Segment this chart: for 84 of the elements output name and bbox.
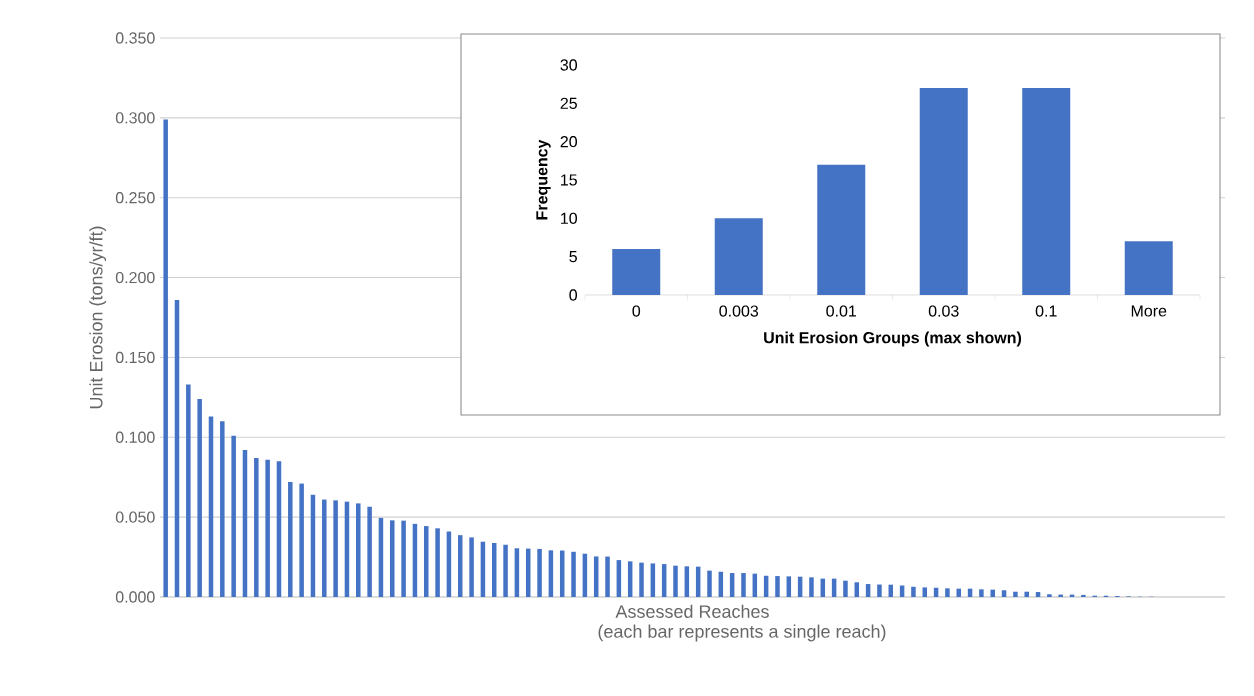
bar: [650, 563, 656, 597]
bar: [1001, 590, 1007, 597]
text: (each bar represents a single reach): [598, 624, 886, 642]
bar: [809, 577, 814, 597]
bar: [786, 576, 792, 597]
bar: [1058, 594, 1063, 597]
bar: [265, 459, 270, 597]
bar: [956, 588, 961, 597]
y-tick-label: 0.100: [115, 431, 155, 443]
bar: [1047, 594, 1052, 597]
y-axis-title: Frequency: [536, 139, 551, 220]
bar: [945, 588, 950, 597]
bar: [503, 544, 508, 597]
bar: [639, 562, 644, 597]
bar: [333, 500, 338, 597]
bar: [435, 528, 440, 597]
y-tick-label: 0.200: [115, 271, 155, 284]
bar: [548, 550, 554, 597]
y-tick-label: 5: [569, 251, 577, 263]
x-axis-title: Assessed Reaches: [615, 604, 769, 618]
bar: [922, 587, 928, 597]
y-tick-label: 0: [569, 289, 578, 301]
bar: [537, 548, 542, 597]
bar: [220, 421, 225, 597]
bar: [299, 483, 304, 597]
bar: [401, 520, 406, 597]
y-tick-label: 0.300: [115, 112, 155, 124]
bar: [612, 248, 661, 295]
bar: [865, 584, 871, 597]
bar: [593, 556, 599, 597]
bar: [254, 458, 259, 597]
y-tick-label: 0.150: [115, 351, 155, 364]
x-tick-label: 0: [632, 305, 641, 317]
y-tick-label: 0.250: [115, 192, 155, 204]
bar: [605, 556, 610, 597]
x-tick-label: 0.03: [928, 305, 959, 317]
bar: [186, 384, 191, 597]
bar: [627, 561, 633, 597]
bar: [843, 580, 848, 597]
bar: [990, 589, 995, 597]
bar: [684, 566, 690, 597]
y-tick-label: 0.000: [115, 591, 155, 603]
y-tick-label: 30: [560, 59, 578, 71]
bar: [707, 570, 712, 597]
y-tick-label: 0.350: [115, 32, 155, 44]
bar: [714, 218, 763, 295]
bar: [1022, 87, 1071, 295]
y-tick-label: 10: [561, 212, 578, 224]
bar: [673, 565, 678, 597]
bar: [919, 87, 968, 295]
x-tick-label: More: [1131, 305, 1167, 317]
bar: [367, 506, 372, 597]
bar: [741, 573, 746, 597]
bar: [469, 537, 474, 597]
y-axis-title: Unit Erosion (tons/yr/ft): [89, 226, 107, 409]
bar: [775, 576, 780, 597]
y-tick-label: 25: [560, 97, 577, 109]
bar: [197, 398, 202, 597]
bar: [877, 584, 882, 597]
bar: [231, 435, 236, 597]
bar: [854, 582, 860, 597]
x-tick-label: 0.01: [826, 305, 857, 317]
bar: [356, 503, 361, 597]
bar: [1081, 594, 1086, 597]
bar: [899, 585, 905, 597]
y-tick-label: 15: [561, 174, 577, 186]
bar: [163, 119, 168, 597]
bar: [1013, 591, 1018, 597]
bar: [424, 526, 429, 597]
bar: [1035, 592, 1041, 597]
x-axis-title: Unit Erosion Groups (max shown): [764, 331, 1022, 347]
bar: [571, 551, 576, 597]
bar: [322, 499, 327, 597]
x-tick-label: 0.1: [1035, 305, 1057, 317]
bar: [911, 586, 916, 597]
bar: [288, 481, 293, 597]
bar: [1124, 241, 1173, 295]
bar: [979, 589, 984, 597]
y-tick-label: 0.050: [115, 511, 155, 523]
x-tick-label: 0.003: [719, 305, 759, 317]
y-tick-label: 20: [560, 136, 578, 148]
bar: [390, 520, 395, 597]
bar: [817, 164, 866, 295]
bar: [1024, 591, 1029, 597]
